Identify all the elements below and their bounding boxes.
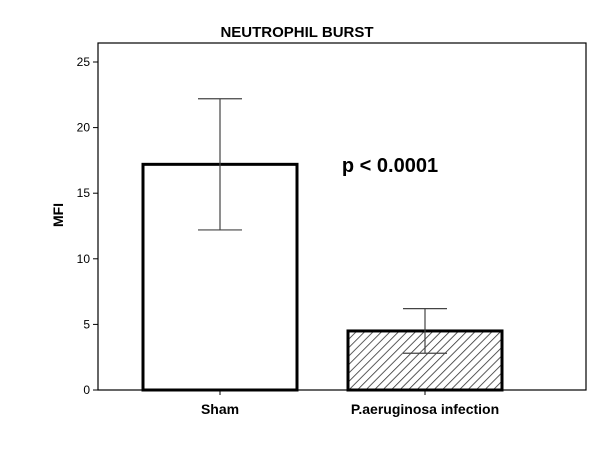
plot-frame	[97, 42, 587, 391]
x-axis: Sham P.aeruginosa infection	[201, 390, 499, 417]
x-category-label: P.aeruginosa infection	[351, 401, 499, 417]
y-tick-label: 25	[77, 55, 91, 69]
y-axis-label: MFI	[50, 203, 66, 227]
p-value-annotation: p < 0.0001	[342, 155, 438, 177]
error-bar-2	[403, 308, 447, 354]
y-tick-label: 20	[77, 121, 91, 135]
error-bars	[198, 98, 447, 354]
chart-title: NEUTROPHIL BURST	[220, 24, 373, 41]
x-category-label: Sham	[201, 401, 239, 417]
error-bar-1	[198, 98, 242, 231]
y-tick-label: 5	[83, 317, 90, 331]
bars	[141, 162, 504, 392]
y-tick-label: 0	[83, 383, 90, 397]
y-tick-label: 15	[77, 186, 91, 200]
y-axis: 0 5 10 15 20 25	[77, 55, 98, 397]
y-tick-label: 10	[77, 252, 91, 266]
